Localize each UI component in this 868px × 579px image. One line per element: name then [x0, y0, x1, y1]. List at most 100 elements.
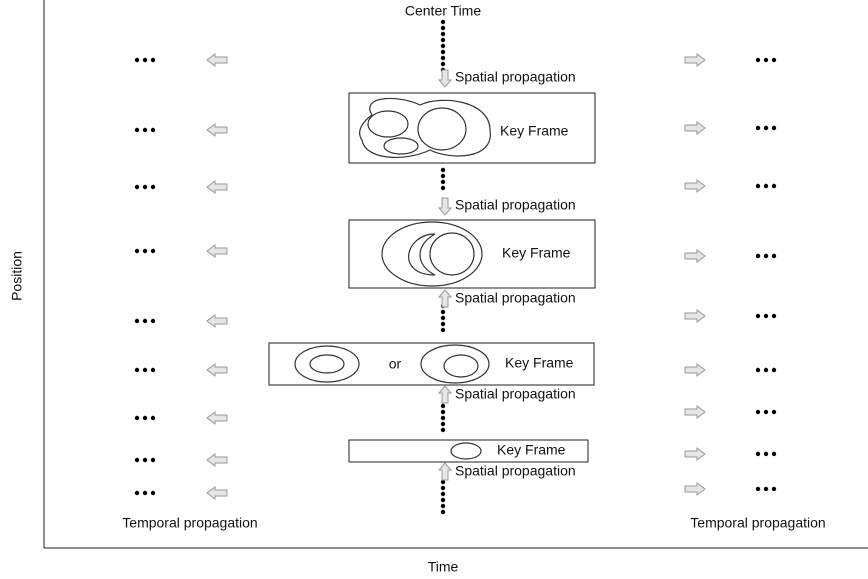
- spatial-arrow: [437, 69, 453, 88]
- temporal-arrow: [684, 363, 706, 377]
- temporal-arrow: [684, 447, 706, 461]
- temporal-arrow: [684, 482, 706, 496]
- region-shape: [383, 137, 419, 155]
- temporal-arrow: [206, 453, 228, 467]
- ellipsis-dot: [150, 248, 156, 254]
- ellipsis-dot: [142, 457, 148, 463]
- spatial-label: Spatial propagation: [455, 463, 576, 479]
- region-shape: [294, 345, 360, 383]
- region-shape: [429, 232, 475, 276]
- ellipsis-dot: [763, 486, 769, 492]
- ellipsis-dot: [763, 313, 769, 319]
- ellipsis-dot: [150, 184, 156, 190]
- key-frame-box: [348, 219, 596, 289]
- center-dot: [440, 185, 446, 191]
- temporal-arrow: [206, 180, 228, 194]
- ellipsis-dot: [150, 457, 156, 463]
- y-axis-label: Position: [9, 251, 25, 301]
- ellipsis-dot: [142, 415, 148, 421]
- ellipsis-dot: [150, 318, 156, 324]
- ellipsis-dot: [134, 318, 140, 324]
- temporal-arrow: [206, 53, 228, 67]
- ellipsis-dot: [755, 409, 761, 415]
- region-shape: [450, 442, 482, 460]
- ellipsis-dot: [134, 248, 140, 254]
- center-time: Center Time: [405, 3, 481, 19]
- ellipsis-dot: [755, 125, 761, 131]
- temporal-arrow: [684, 179, 706, 193]
- center-dot: [440, 61, 446, 67]
- temporal-arrow: [684, 53, 706, 67]
- key-frame-label: Key Frame: [505, 355, 574, 371]
- spatial-label: Spatial propagation: [455, 197, 576, 213]
- ellipsis-dot: [771, 486, 777, 492]
- center-dot: [440, 409, 446, 415]
- center-dot: [440, 491, 446, 497]
- center-dot: [440, 403, 446, 409]
- region-shape: [420, 344, 490, 384]
- ellipsis-dot: [755, 486, 761, 492]
- center-dot: [440, 509, 446, 515]
- region-shape: [359, 97, 491, 159]
- temporal-arrow: [206, 411, 228, 425]
- ellipsis-dot: [134, 127, 140, 133]
- center-dot: [440, 415, 446, 421]
- key-frame-label: Key Frame: [497, 442, 566, 458]
- center-dot: [440, 179, 446, 185]
- temporal-arrow: [206, 363, 228, 377]
- ellipsis-dot: [771, 409, 777, 415]
- ellipsis-dot: [771, 57, 777, 63]
- temporal-arrow: [206, 486, 228, 500]
- ellipsis-dot: [134, 367, 140, 373]
- center-dot: [440, 49, 446, 55]
- ellipsis-dot: [142, 248, 148, 254]
- region-shape: [367, 110, 409, 138]
- ellipsis-dot: [763, 183, 769, 189]
- ellipsis-dot: [771, 183, 777, 189]
- spatial-arrow: [437, 462, 453, 481]
- ellipsis-dot: [771, 253, 777, 259]
- key-frame-box: [348, 439, 589, 463]
- spatial-arrow: [437, 289, 453, 308]
- x-axis-label: Time: [428, 559, 459, 575]
- ellipsis-dot: [134, 490, 140, 496]
- ellipsis-dot: [142, 184, 148, 190]
- region-shape: [443, 354, 479, 378]
- ellipsis-dot: [142, 490, 148, 496]
- ellipsis-dot: [134, 415, 140, 421]
- spatial-arrow: [437, 197, 453, 216]
- center-dot: [440, 55, 446, 61]
- ellipsis-dot: [755, 451, 761, 457]
- center-dot: [440, 421, 446, 427]
- center-dot: [440, 321, 446, 327]
- center-dot: [440, 173, 446, 179]
- ellipsis-dot: [771, 367, 777, 373]
- center-dot: [440, 309, 446, 315]
- ellipsis-dot: [150, 415, 156, 421]
- ellipsis-dot: [763, 451, 769, 457]
- ellipsis-dot: [763, 367, 769, 373]
- spatial-label: Spatial propagation: [455, 386, 576, 402]
- key-frame-box: [348, 92, 596, 164]
- temporal-arrow: [684, 309, 706, 323]
- spatial-arrow: [437, 385, 453, 404]
- ellipsis-dot: [763, 125, 769, 131]
- spatial-label: Spatial propagation: [455, 290, 576, 306]
- ellipsis-dot: [755, 183, 761, 189]
- temporal-label: Temporal propagation: [122, 515, 257, 531]
- center-dot: [440, 315, 446, 321]
- temporal-arrow: [684, 405, 706, 419]
- center-dot: [440, 479, 446, 485]
- or-label: or: [389, 356, 402, 372]
- ellipsis-dot: [150, 490, 156, 496]
- temporal-arrow: [206, 314, 228, 328]
- center-dot: [440, 37, 446, 43]
- ellipsis-dot: [763, 57, 769, 63]
- spatial-label: Spatial propagation: [455, 69, 576, 85]
- center-dot: [440, 485, 446, 491]
- ellipsis-dot: [771, 313, 777, 319]
- center-dot: [440, 327, 446, 333]
- temporal-arrow: [206, 123, 228, 137]
- ellipsis-dot: [763, 409, 769, 415]
